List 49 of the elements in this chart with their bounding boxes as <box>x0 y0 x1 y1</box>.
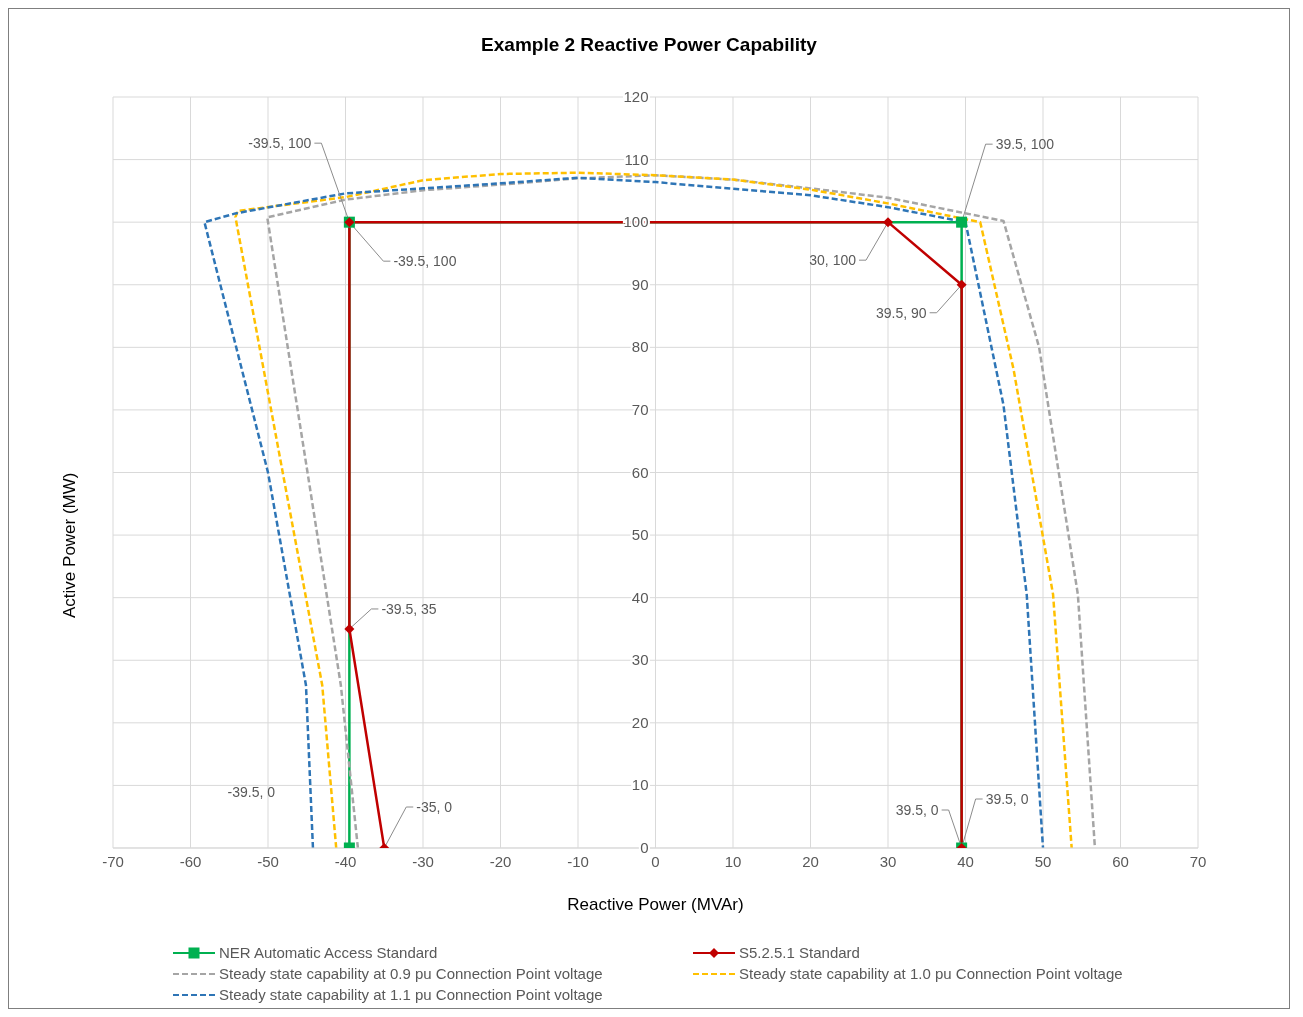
y-tick-label: 50 <box>631 526 649 544</box>
x-tick-label: -50 <box>257 852 279 870</box>
point <box>344 623 355 634</box>
annotation: 39.5, 0 <box>895 802 939 818</box>
annotation: -39.5, 100 <box>248 135 312 152</box>
x-tick-label: 20 <box>802 852 819 870</box>
x-tick-label: 40 <box>957 852 974 870</box>
annotation: 39.5, 100 <box>995 136 1055 153</box>
x-tick-label: 30 <box>879 852 897 870</box>
annotation: 39.5, 0 <box>985 791 1029 807</box>
legend-label: Steady state capability at 0.9 pu Connection Point voltage <box>219 965 603 982</box>
annotation: -35, 0 <box>416 799 453 815</box>
legend-label: S5.2.5.1 Standard <box>739 944 860 961</box>
x-tick-label: 10 <box>724 852 742 870</box>
x-tick-label: 60 <box>1112 852 1129 870</box>
x-tick-label: -30 <box>412 852 434 870</box>
x-tick-label: 50 <box>1034 852 1052 870</box>
y-tick-label: 40 <box>631 588 649 606</box>
x-tick-label: 70 <box>1189 852 1207 870</box>
annotation: 30, 100 <box>809 252 857 269</box>
y-tick-label: 70 <box>631 400 649 418</box>
y-tick-label: 0 <box>640 839 649 856</box>
point <box>956 279 967 290</box>
x-axis-title: Reactive Power (MVAr) <box>567 895 744 914</box>
y-axis-title: Active Power (MW) <box>60 472 80 618</box>
x-tick-label: -20 <box>489 852 512 870</box>
y-tick-label: 30 <box>631 651 649 669</box>
x-tick-label: -40 <box>334 852 357 870</box>
y-tick-label: 80 <box>631 338 649 356</box>
y-tick-label: 10 <box>631 776 649 794</box>
legend-label: Steady state capability at 1.0 pu Connection Point voltage <box>739 965 1123 982</box>
chart-title: Example 2 Reactive Power Capability <box>480 33 818 57</box>
legend-label: NER Automatic Access Standard <box>219 944 438 961</box>
y-tick-label: 60 <box>631 463 649 481</box>
legend-label: Steady state capability at 1.1 pu Connection Point voltage <box>219 986 603 1003</box>
x-tick-label: -60 <box>179 852 202 870</box>
point <box>883 217 893 228</box>
y-tick-label: 110 <box>624 150 649 168</box>
annotation: 39.5, 90 <box>876 304 927 321</box>
y-tick-label: 20 <box>631 713 649 731</box>
annotation: -39.5, 100 <box>393 253 457 270</box>
y-tick-label: 90 <box>631 275 649 293</box>
annotation: -39.5, 35 <box>381 600 437 617</box>
x-tick-label: 0 <box>651 852 660 870</box>
y-tick-label: 120 <box>623 88 649 105</box>
point <box>956 216 968 228</box>
annotation: -39.5, 0 <box>227 784 276 800</box>
x-tick-label: -10 <box>567 852 589 870</box>
x-tick-label: -70 <box>102 852 124 870</box>
